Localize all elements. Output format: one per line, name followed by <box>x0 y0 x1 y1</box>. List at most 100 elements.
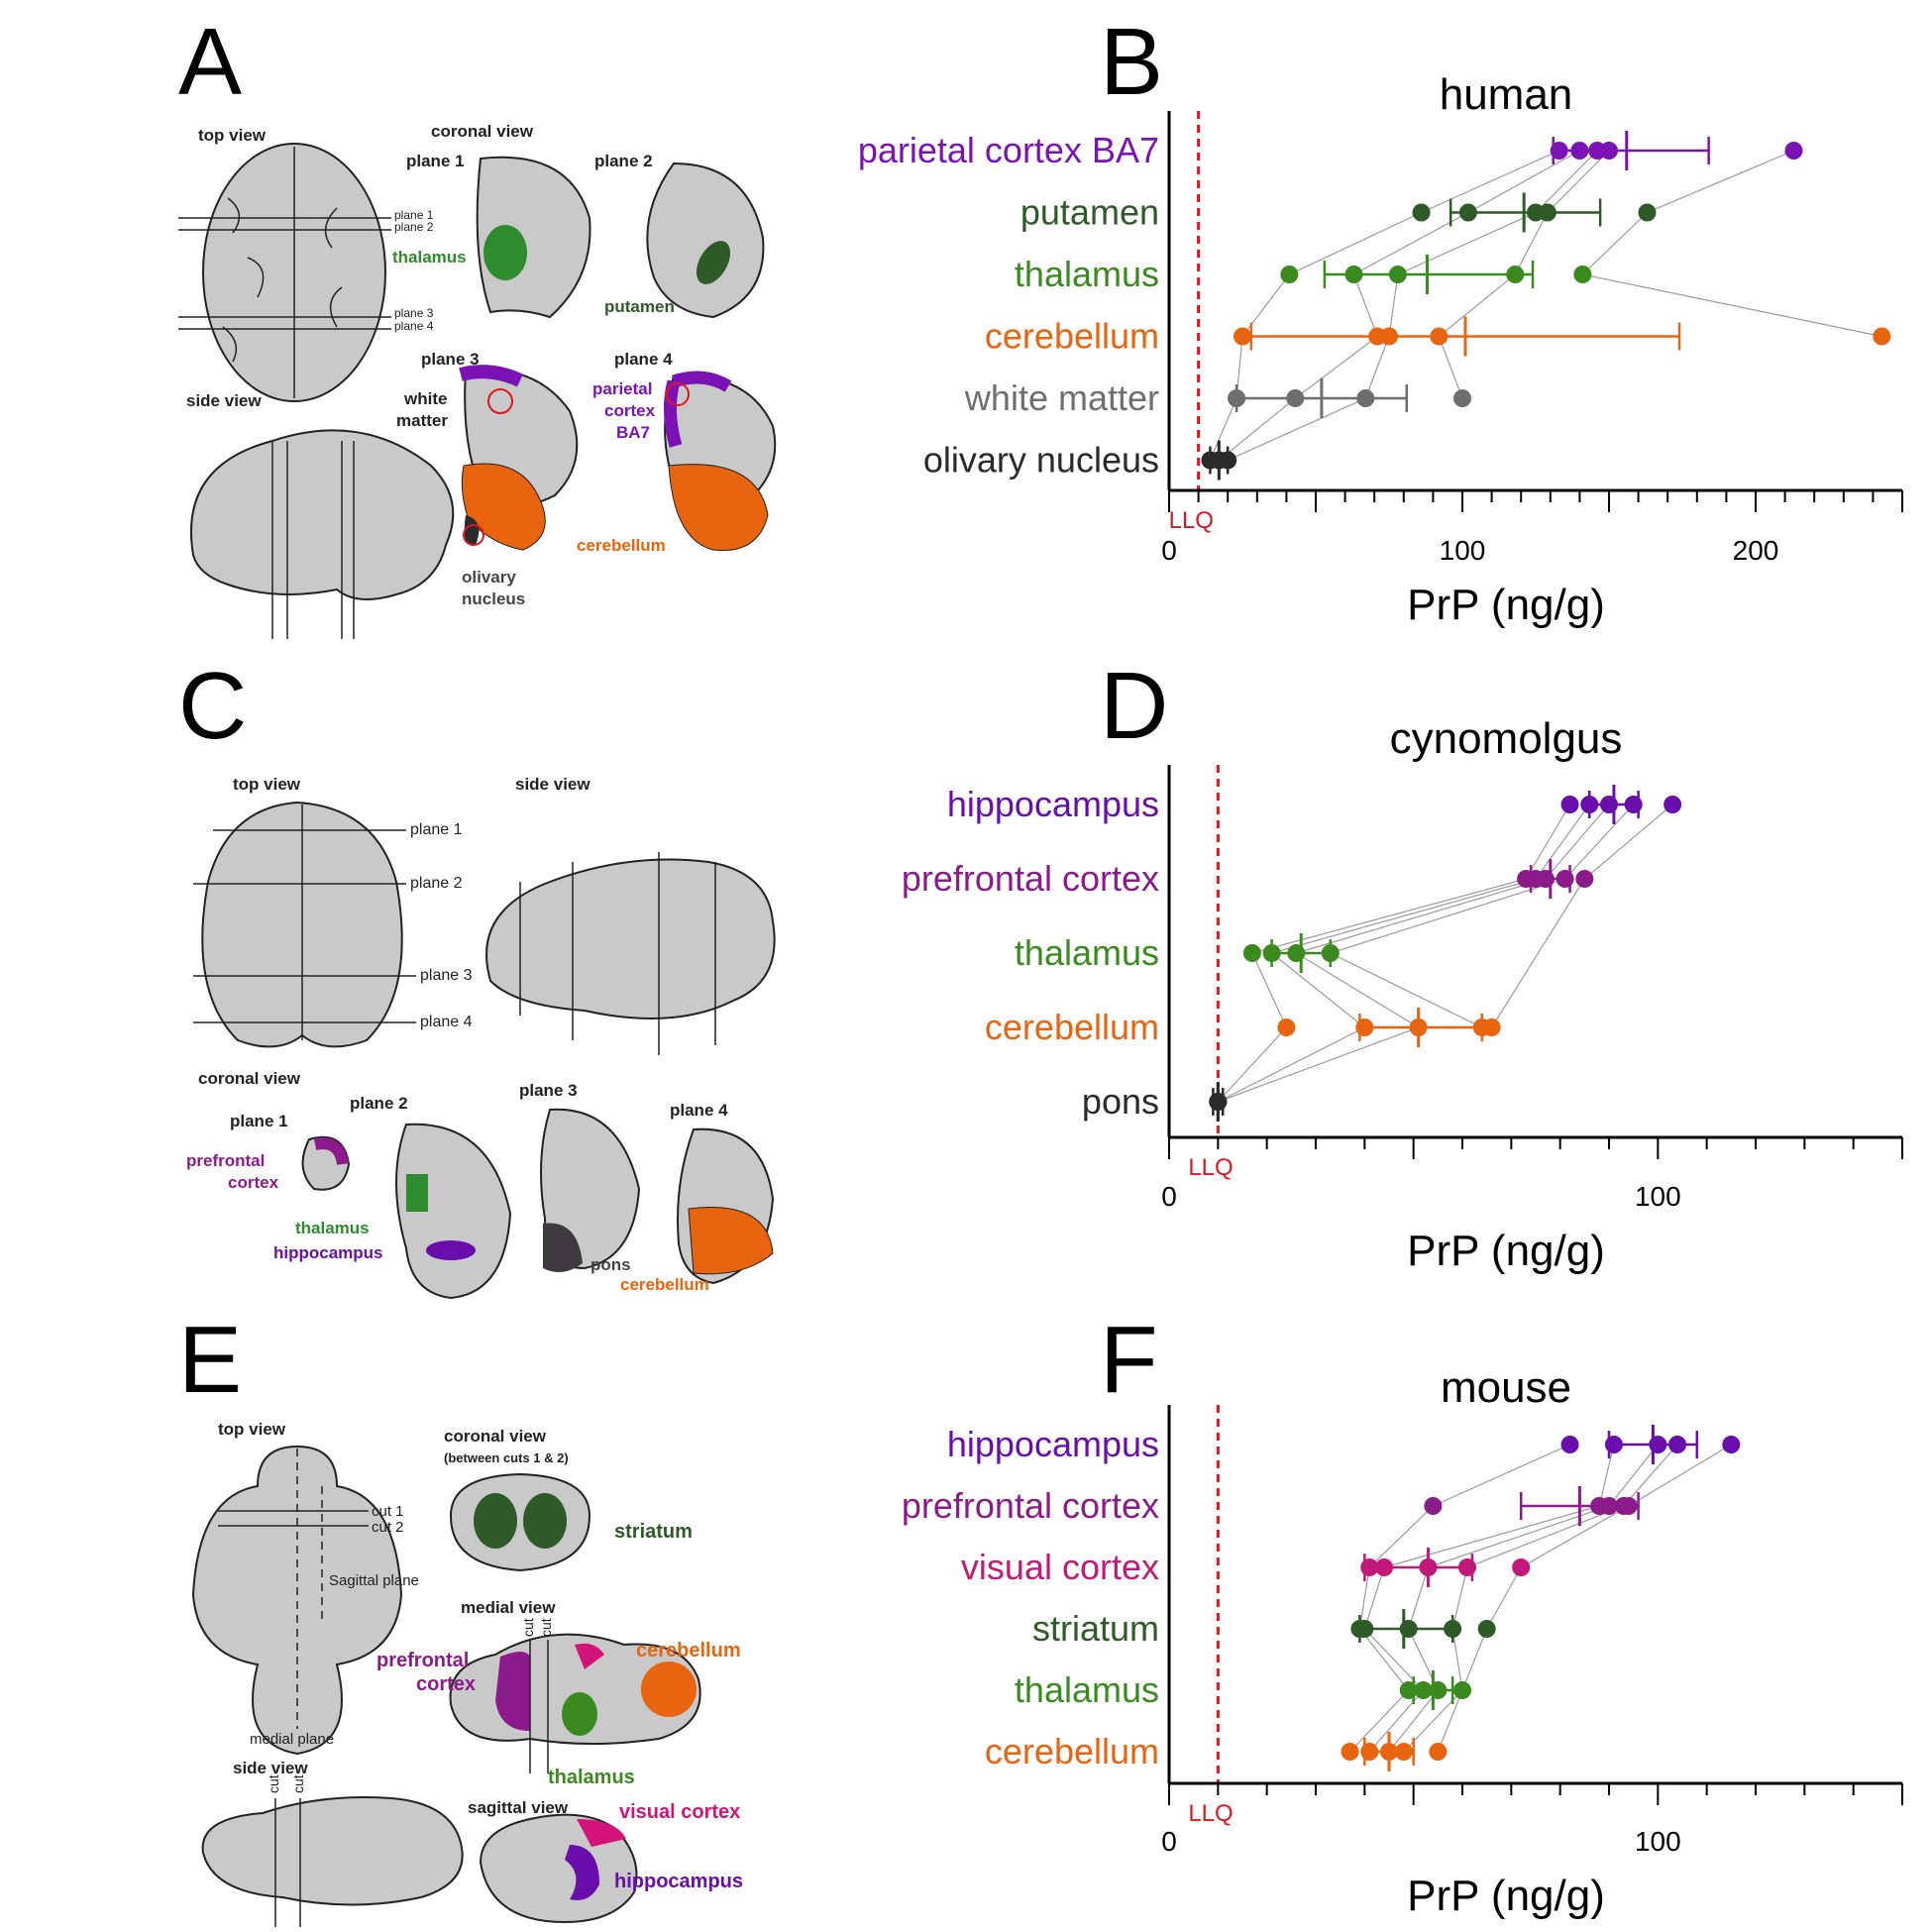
coronal-plane-2 <box>646 161 765 319</box>
data-point <box>1286 389 1305 407</box>
label-plane4-top: plane 4 <box>394 319 434 333</box>
label-nucleus: nucleus <box>462 590 525 608</box>
data-point <box>1575 870 1594 888</box>
subject-connector-line <box>1227 150 1598 462</box>
label-cut-side-1: cut <box>266 1774 281 1793</box>
mouse-coronal <box>449 1472 591 1572</box>
label-olivary: olivary <box>462 568 516 587</box>
label-top-view-c: top view <box>233 775 301 794</box>
label-coronal-view: coronal view <box>431 122 534 141</box>
label-plane-3: plane 3 <box>421 350 480 369</box>
striatum-region-r <box>523 1493 567 1549</box>
label-sagittal-plane: Sagittal plane <box>329 1572 419 1589</box>
label-parietal: parietal <box>592 379 652 398</box>
label-cerebellum-a: cerebellum <box>577 536 666 555</box>
label-c-plane-1: plane 1 <box>230 1112 288 1130</box>
data-point <box>1457 1558 1476 1576</box>
data-point <box>1550 142 1568 160</box>
label-cerebellum-e: cerebellum <box>636 1640 741 1662</box>
data-point <box>1458 203 1477 222</box>
data-point <box>1419 1558 1438 1576</box>
label-coronal-view-e: coronal view <box>444 1427 547 1446</box>
label-plane-2: plane 2 <box>594 152 653 170</box>
label-c-plane3-top: plane 3 <box>420 967 473 984</box>
data-point <box>1560 796 1579 813</box>
label-c-plane2-top: plane 2 <box>410 875 463 892</box>
category-label: visual cortex <box>961 1547 1159 1587</box>
data-point <box>1477 1620 1496 1638</box>
label-plane2-top: plane 2 <box>394 220 434 234</box>
label-plane-4: plane 4 <box>614 350 673 369</box>
data-point <box>1356 389 1375 407</box>
label-thalamus-c: thalamus <box>295 1219 370 1237</box>
data-point <box>1242 944 1261 962</box>
label-c-plane-2: plane 2 <box>350 1094 408 1113</box>
llq-label: LLQ <box>1188 1800 1233 1827</box>
hippocampus-region-c <box>426 1240 476 1260</box>
data-point <box>1209 1093 1228 1111</box>
panel-letter-f: F <box>1100 1307 1158 1413</box>
parietal-region-p3 <box>459 365 523 387</box>
category-label: prefrontal cortex <box>902 858 1159 899</box>
data-point <box>1664 796 1682 813</box>
c-coronal-2 <box>395 1123 512 1300</box>
label-c-plane-4: plane 4 <box>670 1101 728 1120</box>
sample-circle-white <box>487 388 513 414</box>
data-point <box>1355 1620 1374 1638</box>
putamen-region <box>696 241 731 284</box>
chart-human: human LLQ parietal cortex BA7 putamen thalam… <box>858 70 1903 629</box>
category-label: putamen <box>1020 192 1159 233</box>
data-point <box>1538 203 1556 222</box>
label-cortex: cortex <box>604 401 656 420</box>
chart-cynomolgus: cynomolgus LLQ hippocampus prefrontal corte… <box>902 714 1903 1275</box>
label-prefrontal-c: prefrontal <box>186 1151 265 1170</box>
label-thalamus-a: thalamus <box>392 248 467 267</box>
category-label: pons <box>1082 1081 1159 1122</box>
data-point <box>1556 870 1574 888</box>
cerebellum-region-e <box>641 1662 697 1717</box>
x-tick-label: 0 <box>1161 535 1177 566</box>
label-plane1-top: plane 1 <box>394 208 434 222</box>
data-point <box>1444 1620 1462 1638</box>
data-point <box>1624 796 1643 813</box>
panel-letter-c: C <box>178 653 247 759</box>
data-point <box>1424 1497 1443 1515</box>
subject-connector-line <box>1209 150 1559 461</box>
x-tick-label: 0 <box>1161 1181 1177 1212</box>
label-pons: pons <box>590 1255 631 1274</box>
label-prefrontal-e: prefrontal <box>376 1650 469 1671</box>
data-point <box>1580 796 1599 813</box>
label-coronal-view-c: coronal view <box>198 1069 301 1088</box>
x-tick-label: 100 <box>1440 535 1486 566</box>
subject-connector-line <box>1437 1444 1732 1753</box>
subject-connector-line <box>1363 1444 1615 1753</box>
cerebellum-region-p3 <box>461 463 546 551</box>
x-axis-title: PrP (ng/g) <box>1407 1872 1605 1920</box>
visual-region-sagittal <box>577 1819 626 1847</box>
data-point <box>1262 944 1281 962</box>
label-cut-1: cut 1 <box>372 1503 404 1520</box>
label-cortex-c: cortex <box>228 1173 279 1192</box>
label-top-view: top view <box>198 126 267 145</box>
thalamus-region-a <box>483 225 527 280</box>
data-point <box>1287 944 1306 962</box>
gyri <box>222 197 343 363</box>
label-cut-2: cut 2 <box>372 1519 404 1536</box>
subject-connector-line <box>1349 1444 1570 1753</box>
chart-title: human <box>1440 70 1573 119</box>
panel-letter-d: D <box>1100 653 1168 759</box>
mouse-brain-side <box>201 1796 464 1906</box>
prefrontal-region-c <box>313 1137 349 1166</box>
category-label: prefrontal cortex <box>902 1485 1159 1526</box>
chart-title: cynomolgus <box>1390 714 1623 763</box>
sample-circle-olivary <box>463 524 484 546</box>
pons-region <box>543 1223 583 1272</box>
data-point <box>1234 327 1251 346</box>
label-c-plane1-top: plane 1 <box>410 821 463 838</box>
panel-letter-b: B <box>1100 9 1163 115</box>
x-tick-label: 200 <box>1733 535 1779 566</box>
label-side-view: side view <box>186 391 262 410</box>
subject-connector-line <box>1388 1444 1659 1753</box>
